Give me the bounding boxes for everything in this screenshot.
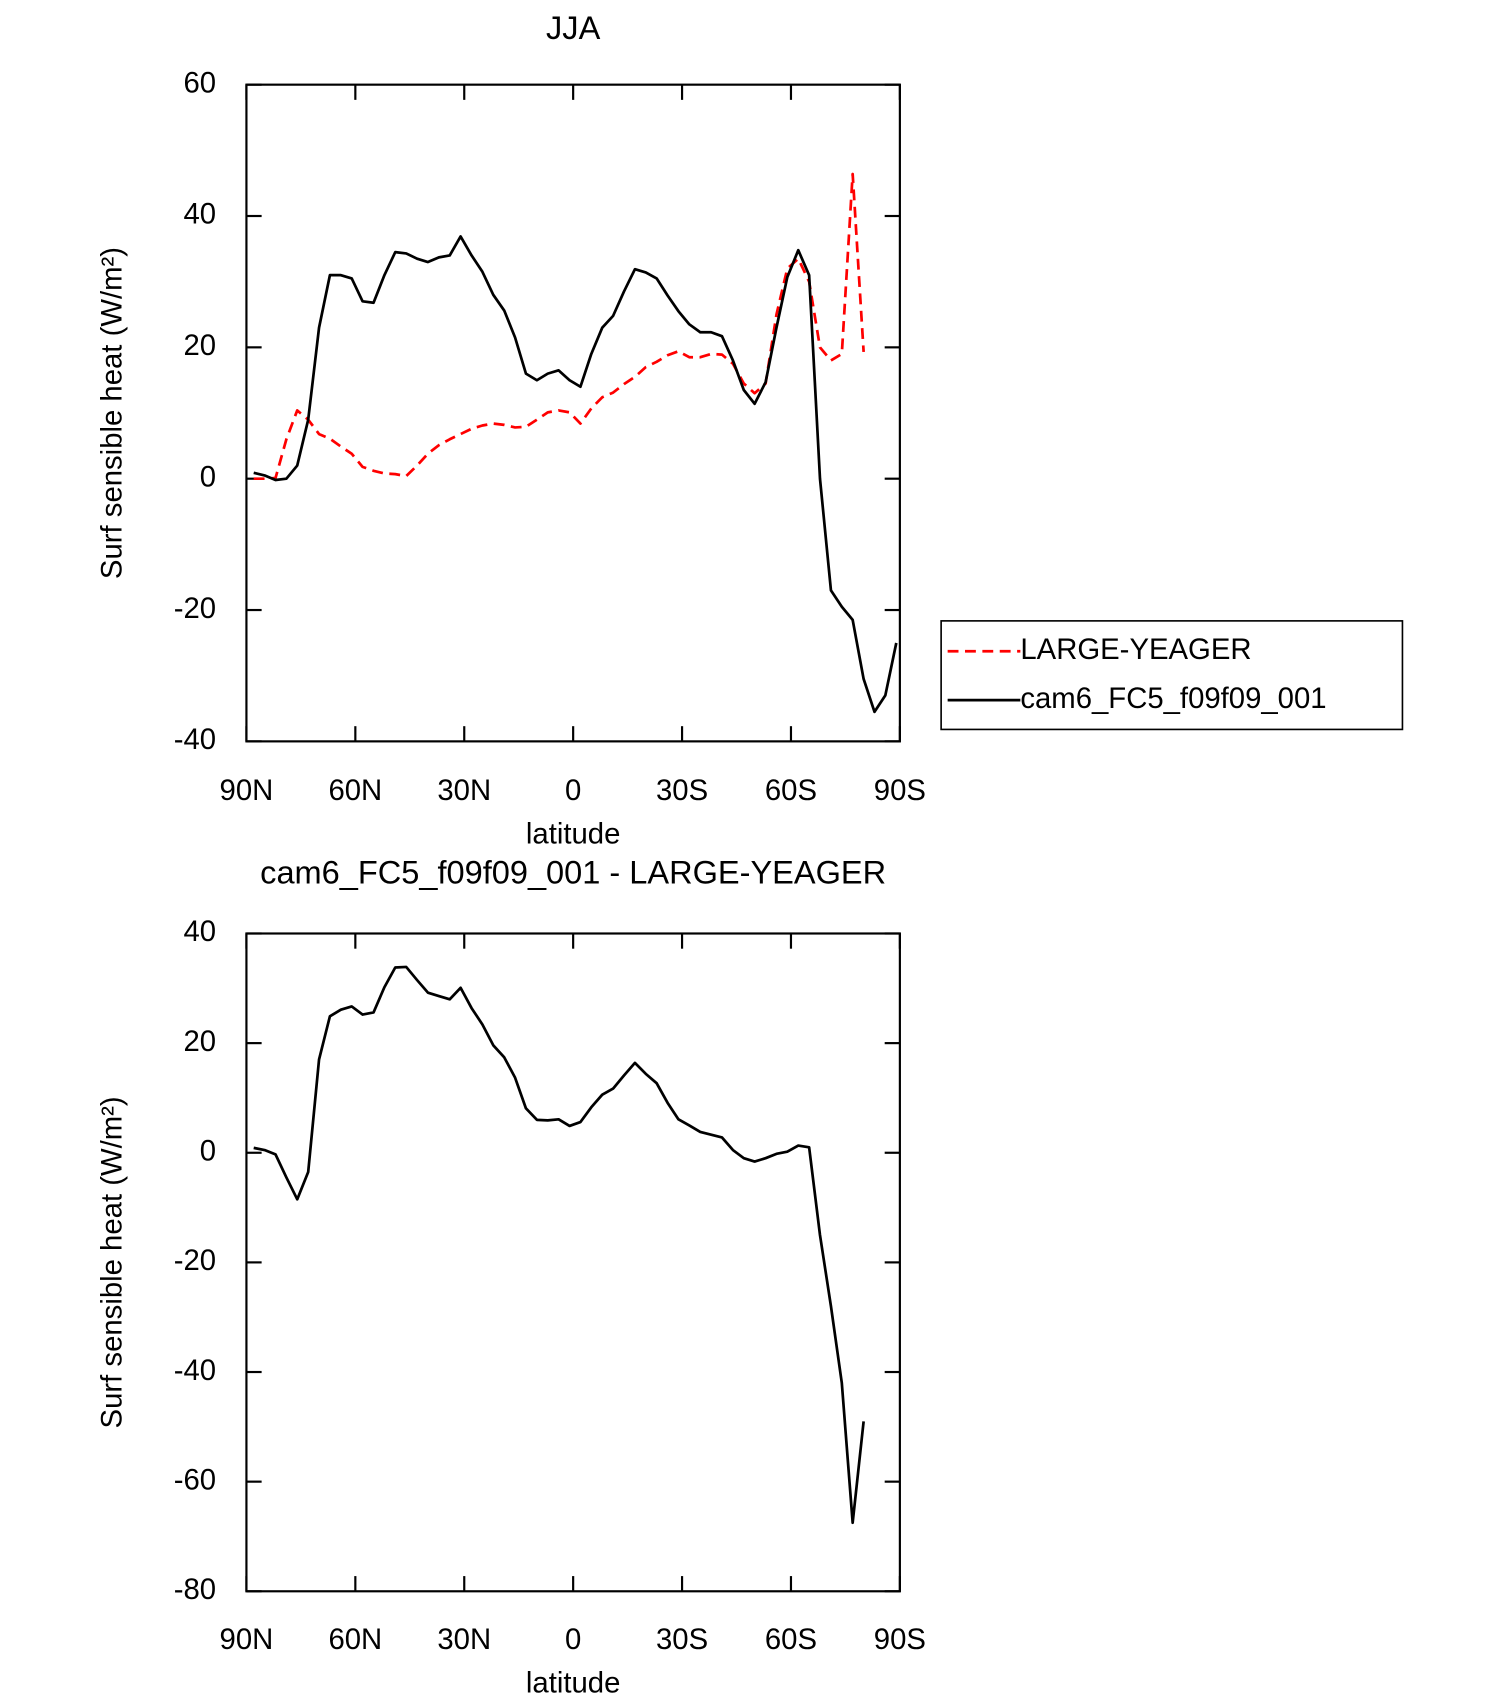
x-tick-label: 60N [328, 774, 382, 807]
chart-title: JJA [546, 10, 601, 46]
x-tick-label: 60S [765, 774, 817, 807]
y-tick-label: 0 [200, 460, 216, 493]
x-tick-label: 0 [565, 1623, 581, 1656]
y-tick-label: -80 [174, 1573, 216, 1606]
legend-label: LARGE-YEAGER [1020, 633, 1251, 666]
y-axis-label: Surf sensible heat (W/m²) [96, 247, 129, 579]
data-line [253, 172, 865, 481]
y-tick-label: -20 [174, 592, 216, 625]
x-tick-label: 30N [437, 1623, 491, 1656]
y-tick-label: -60 [174, 1463, 216, 1496]
legend-box [940, 620, 1404, 731]
y-tick-label: 20 [183, 1025, 216, 1058]
y-tick-label: 0 [200, 1134, 216, 1167]
data-line [253, 965, 865, 1525]
x-tick-label: 90S [874, 774, 926, 807]
x-axis-label: latitude [526, 818, 620, 851]
y-tick-label: -40 [174, 723, 216, 756]
chart-title: cam6_FC5_f09f09_001 - LARGE-YEAGER [260, 854, 886, 890]
y-tick-label: 60 [183, 66, 216, 99]
x-tick-label: 90N [220, 774, 274, 807]
legend-label: cam6_FC5_f09f09_001 [1020, 682, 1326, 715]
data-line [253, 235, 898, 714]
x-tick-label: 60S [765, 1623, 817, 1656]
y-tick-label: -40 [174, 1354, 216, 1387]
y-axis-label: Surf sensible heat (W/m²) [96, 1096, 129, 1428]
y-tick-label: 20 [183, 329, 216, 362]
y-tick-label: 40 [183, 198, 216, 231]
x-tick-label: 30S [656, 774, 708, 807]
y-tick-label: -20 [174, 1244, 216, 1277]
plot-frame [245, 83, 901, 743]
x-tick-label: 0 [565, 774, 581, 807]
y-tick-label: 40 [183, 915, 216, 948]
plot-frame [245, 932, 901, 1593]
x-tick-label: 60N [328, 1623, 382, 1656]
x-tick-label: 90N [220, 1623, 274, 1656]
x-axis-label: latitude [526, 1666, 620, 1699]
x-tick-label: 30N [437, 774, 491, 807]
x-tick-label: 90S [874, 1623, 926, 1656]
x-tick-label: 30S [656, 1623, 708, 1656]
